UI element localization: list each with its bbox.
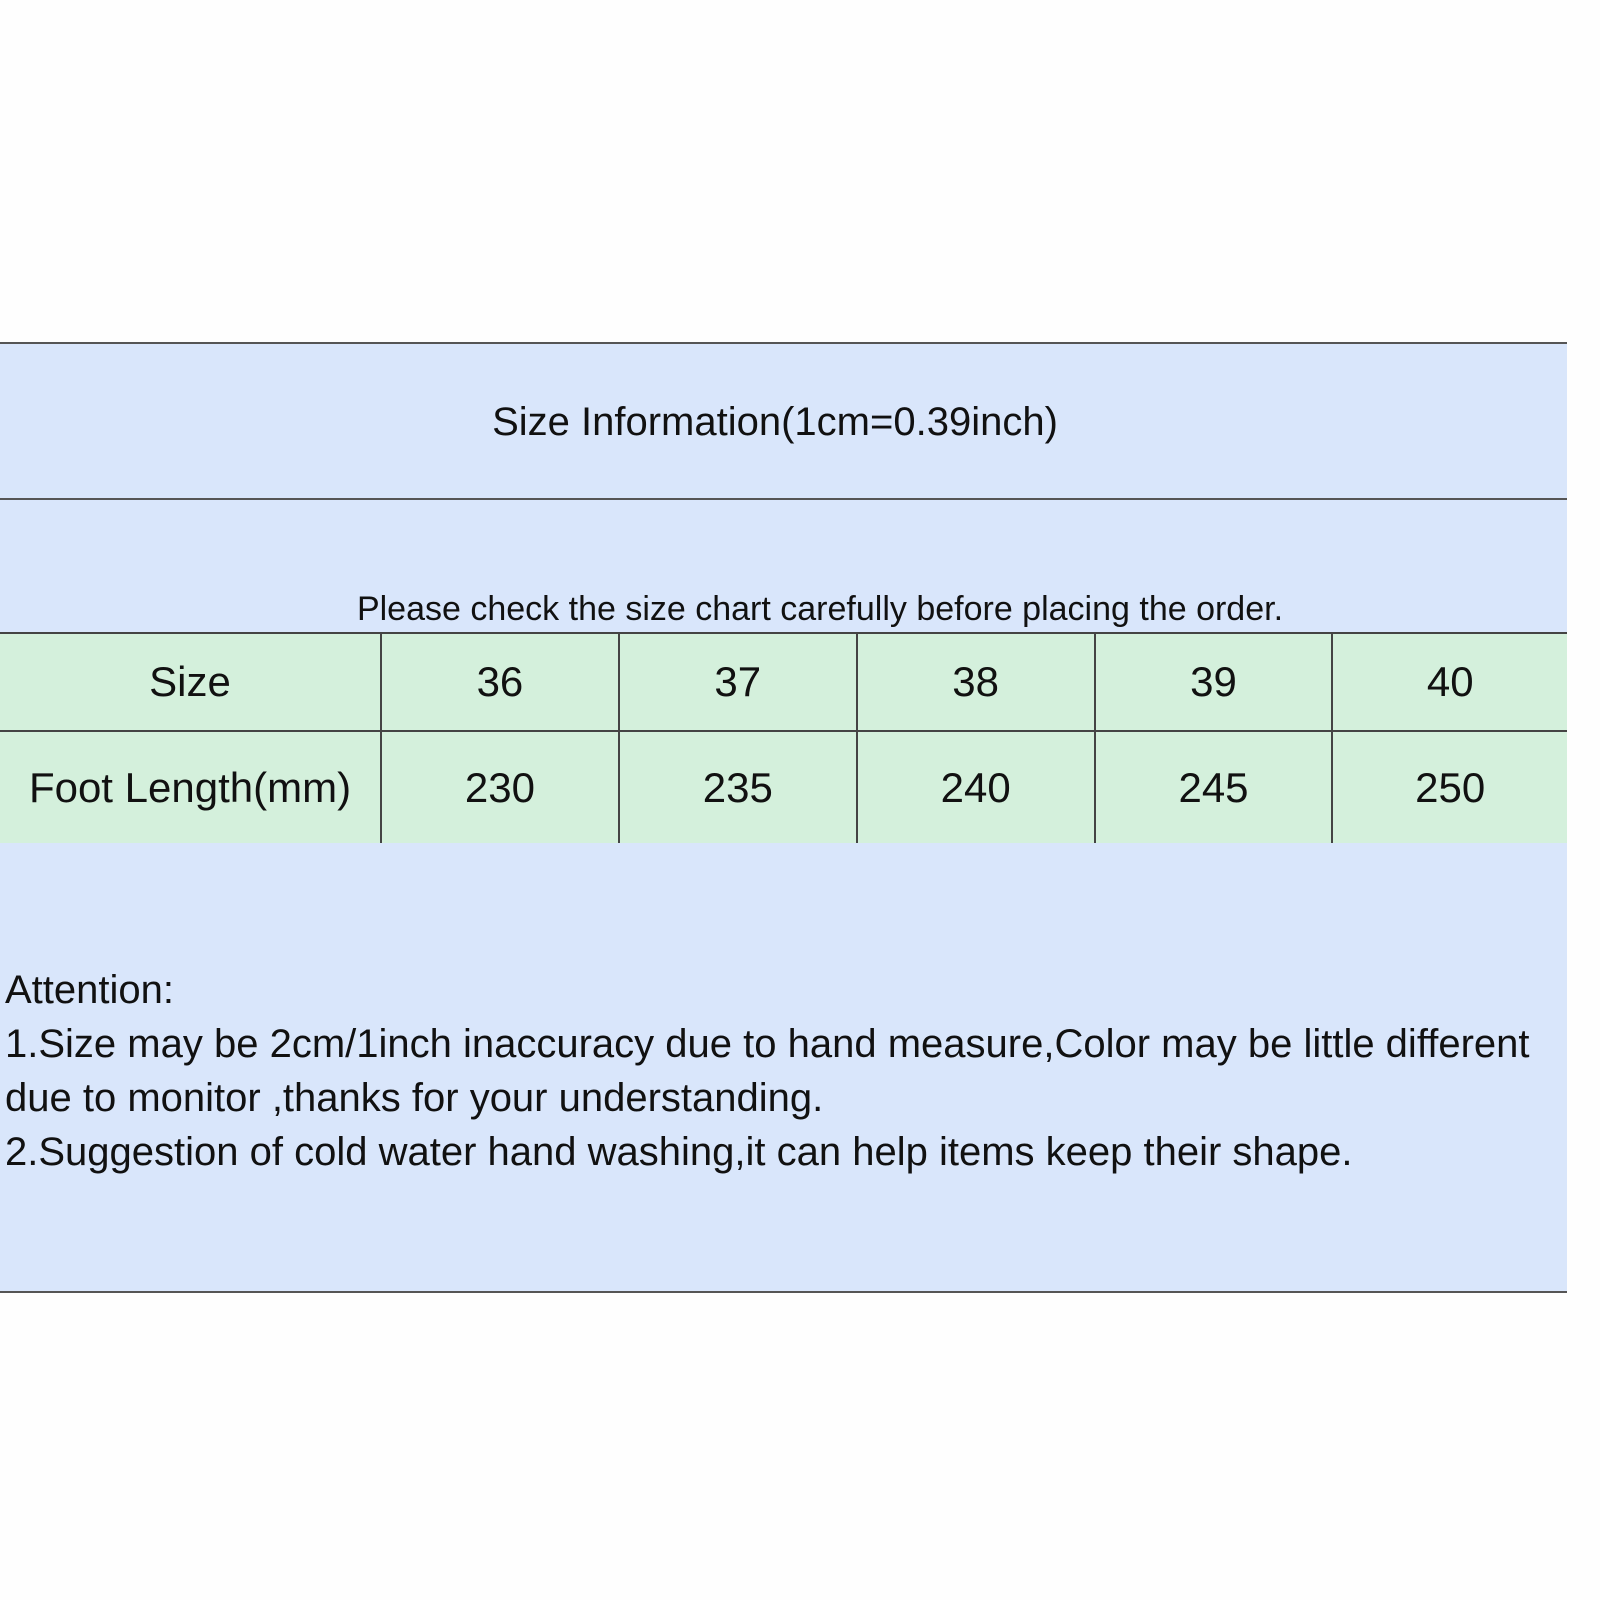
table-row: Size 36 37 38 39 40 xyxy=(0,632,1567,732)
notes-heading: Attention: xyxy=(5,968,175,1012)
table-cell: 39 xyxy=(1093,632,1334,732)
table-cell: 40 xyxy=(1331,632,1567,732)
page-title: Size Information(1cm=0.39inch) xyxy=(492,400,1058,444)
table-cell: 37 xyxy=(617,632,858,732)
notes-band: Attention: 1.Size may be 2cm/1inch inacc… xyxy=(0,843,1567,1293)
attention-notes: Attention: 1.Size may be 2cm/1inch inacc… xyxy=(5,963,1555,1179)
size-table: Size 36 37 38 39 40 Foot Length(mm) 230 … xyxy=(0,632,1567,845)
subtitle: Please check the size chart carefully be… xyxy=(356,590,1284,628)
note-line: 1.Size may be 2cm/1inch inaccuracy due t… xyxy=(5,1022,1541,1120)
row-label: Foot Length(mm) xyxy=(0,730,382,845)
table-cell: 250 xyxy=(1331,730,1567,845)
row-label: Size xyxy=(0,632,382,732)
table-cell: 235 xyxy=(617,730,858,845)
table-cell: 240 xyxy=(855,730,1096,845)
table-row: Foot Length(mm) 230 235 240 245 250 xyxy=(0,730,1567,845)
table-cell: 245 xyxy=(1093,730,1334,845)
note-line: 2.Suggestion of cold water hand washing,… xyxy=(5,1130,1353,1174)
subtitle-band: Please check the size chart carefully be… xyxy=(0,500,1567,632)
table-cell: 36 xyxy=(380,632,620,732)
table-cell: 230 xyxy=(380,730,620,845)
table-cell: 38 xyxy=(855,632,1096,732)
title-band: Size Information(1cm=0.39inch) xyxy=(0,342,1567,500)
